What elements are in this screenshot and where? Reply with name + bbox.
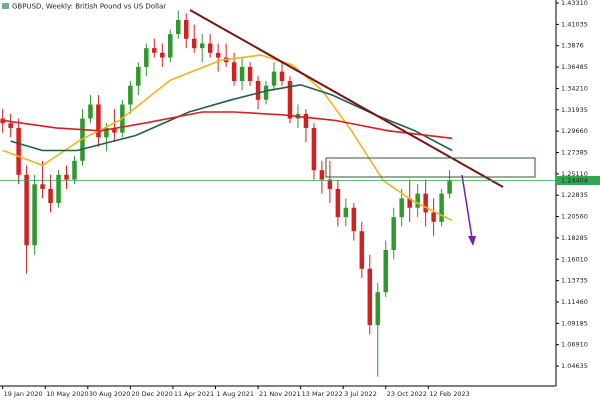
- candle-body: [112, 127, 117, 133]
- arrow-head: [468, 236, 476, 246]
- y-tick-label: 1.11460: [561, 298, 588, 306]
- candle-body: [279, 71, 285, 82]
- moving-average: [2, 111, 453, 140]
- y-tick-label: 1.34210: [561, 84, 588, 92]
- candle-body: [391, 217, 396, 250]
- y-tick-label: 1.41035: [561, 20, 588, 28]
- candle-body: [247, 66, 253, 82]
- candle-body: [351, 207, 357, 232]
- x-tick-label: 10 May 2020: [46, 390, 88, 398]
- x-tick-label: 13 Mar 2022: [302, 390, 343, 398]
- candle-body: [56, 174, 61, 204]
- last-price-label: 1.24404: [561, 176, 588, 184]
- x-tick-label: 23 Oct 2022: [387, 390, 427, 398]
- candle-body: [96, 104, 101, 138]
- y-tick-label: 1.16010: [561, 255, 588, 263]
- candle-body: [231, 62, 237, 82]
- candle-body: [423, 193, 428, 213]
- candle-body: [32, 184, 37, 246]
- candle-body: [191, 38, 197, 49]
- symbol-icon: [2, 3, 9, 9]
- candle-body: [144, 48, 149, 67]
- candle-body: [271, 71, 277, 86]
- y-tick-label: 1.20560: [561, 213, 588, 221]
- candle-body: [152, 48, 157, 53]
- candle-body: [16, 127, 21, 175]
- candle-body: [367, 268, 373, 326]
- candle-body: [136, 66, 141, 86]
- candle-body: [263, 85, 269, 100]
- last-price-box: [556, 175, 600, 185]
- y-tick-label: 1.31935: [561, 106, 588, 114]
- x-tick-label: 30 Aug 2020: [89, 390, 131, 398]
- y-tick-label: 1.25110: [561, 170, 588, 178]
- x-tick-label: 11 Apr 2021: [174, 390, 214, 398]
- candle-body: [447, 180, 452, 194]
- candle-body: [407, 198, 412, 208]
- candle-body: [104, 127, 109, 138]
- candle-body: [375, 292, 381, 326]
- candle-body: [183, 19, 189, 39]
- plot: [0, 10, 453, 377]
- candle-body: [335, 188, 341, 218]
- x-tick-label: 19 Jan 2020: [4, 390, 43, 398]
- candle-body: [24, 174, 29, 246]
- candle-body: [64, 174, 69, 180]
- candle-body: [8, 123, 13, 128]
- chart-title: GBPUSD, Weekly: British Pound vs US Doll…: [12, 3, 166, 11]
- candle-body: [207, 43, 213, 53]
- x-tick-label: 21 Nov 2021: [259, 390, 301, 398]
- candle-body: [72, 160, 77, 180]
- candle-body: [439, 193, 444, 222]
- y-tick-label: 1.22835: [561, 191, 588, 199]
- candle-body: [215, 52, 221, 58]
- y-tick-label: 1.06910: [561, 341, 588, 349]
- candle-body: [303, 113, 309, 128]
- x-tick-label: 20 Dec 2020: [131, 390, 173, 398]
- candle-body: [431, 212, 436, 222]
- x-tick-label: 12 Feb 2023: [429, 390, 469, 398]
- candle-body: [48, 188, 53, 204]
- candle-body: [287, 81, 293, 119]
- candle-body: [128, 85, 133, 105]
- candle-body: [255, 81, 261, 100]
- y-tick-label: 1.3876: [561, 42, 584, 50]
- candle-body: [40, 184, 45, 189]
- y-tick-label: 1.43310: [561, 0, 588, 7]
- candle-body: [319, 170, 325, 180]
- candle-body: [175, 19, 181, 35]
- y-tick-label: 1.36485: [561, 63, 588, 71]
- candle-body: [168, 34, 173, 58]
- candle-body: [359, 231, 365, 269]
- candle-body: [88, 104, 93, 119]
- y-tick-label: 1.09185: [561, 319, 588, 327]
- candle-body: [415, 193, 420, 208]
- resistance-zone: [325, 157, 536, 178]
- y-tick-label: 1.29660: [561, 127, 588, 135]
- x-tick-label: 1 Aug 2021: [216, 390, 254, 398]
- y-tick-label: 1.04635: [561, 362, 588, 370]
- candle-body: [239, 66, 245, 82]
- y-tick-label: 1.13735: [561, 277, 588, 285]
- candle-body: [160, 52, 165, 58]
- arrow-shaft: [461, 174, 473, 239]
- candle-body: [343, 207, 349, 218]
- candle-body: [327, 179, 333, 189]
- x-tick-label: 3 Jul 2022: [344, 390, 377, 398]
- candle-body: [399, 198, 404, 218]
- candle-body: [311, 127, 317, 171]
- y-tick-label: 1.27385: [561, 148, 588, 156]
- y-tick-label: 1.18285: [561, 234, 588, 242]
- candle-body: [199, 43, 205, 49]
- candle-body: [383, 249, 388, 293]
